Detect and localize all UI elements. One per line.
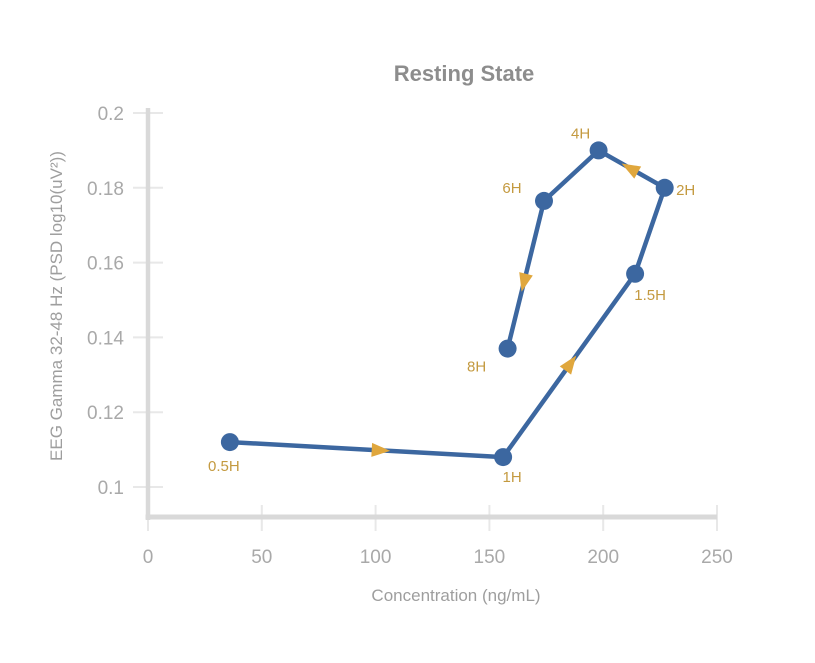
x-axis-title: Concentration (ng/mL) (371, 586, 540, 605)
chart-title: Resting State (394, 61, 535, 86)
y-tick-label: 0.14 (87, 328, 124, 349)
data-point-1h (494, 448, 513, 467)
data-series: 0.5H 1H 1.5H 2H 4H 6H 8H (208, 125, 695, 486)
direction-arrow-icon (519, 272, 533, 292)
data-point-8h (498, 339, 517, 358)
point-label-8h: 8H (467, 359, 486, 376)
point-label-1.5h: 1.5H (634, 287, 666, 304)
tick-labels: 0 50 100 150 200 250 0.1 0.12 0.14 0.16 0.18 0.2 (87, 104, 733, 568)
data-point-6h (535, 191, 553, 210)
direction-arrow-icon (559, 355, 577, 375)
trajectory-line (227, 148, 667, 460)
point-label-2h: 2H (676, 182, 695, 199)
x-tick-label: 150 (474, 547, 506, 568)
point-label-6h: 6H (502, 180, 521, 197)
y-tick-label: 0.1 (98, 478, 124, 499)
y-tick-label: 0.16 (87, 254, 124, 275)
axis-lines (145, 108, 717, 520)
y-tick-label: 0.18 (87, 179, 124, 200)
y-tick-label: 0.2 (98, 104, 124, 125)
point-label-4h: 4H (571, 125, 590, 142)
y-tick-label: 0.12 (87, 403, 124, 424)
x-tick-label: 250 (701, 547, 733, 568)
direction-arrow-icon (371, 442, 391, 457)
data-point-4h (589, 141, 608, 160)
data-point-0.5h (220, 433, 239, 452)
direction-arrow-icon (621, 163, 642, 179)
x-tick-label: 200 (587, 547, 619, 568)
y-axis-title: EEG Gamma 32-48 Hz (PSD log10(uV²)) (47, 151, 66, 461)
x-tick-label: 0 (143, 547, 154, 568)
x-tick-label: 100 (360, 547, 392, 568)
point-label-1h: 1H (503, 469, 522, 486)
x-tick-label: 50 (251, 547, 272, 568)
data-point-1.5h (626, 264, 645, 283)
data-point-2h (655, 178, 674, 197)
point-label-0.5h: 0.5H (208, 458, 240, 475)
